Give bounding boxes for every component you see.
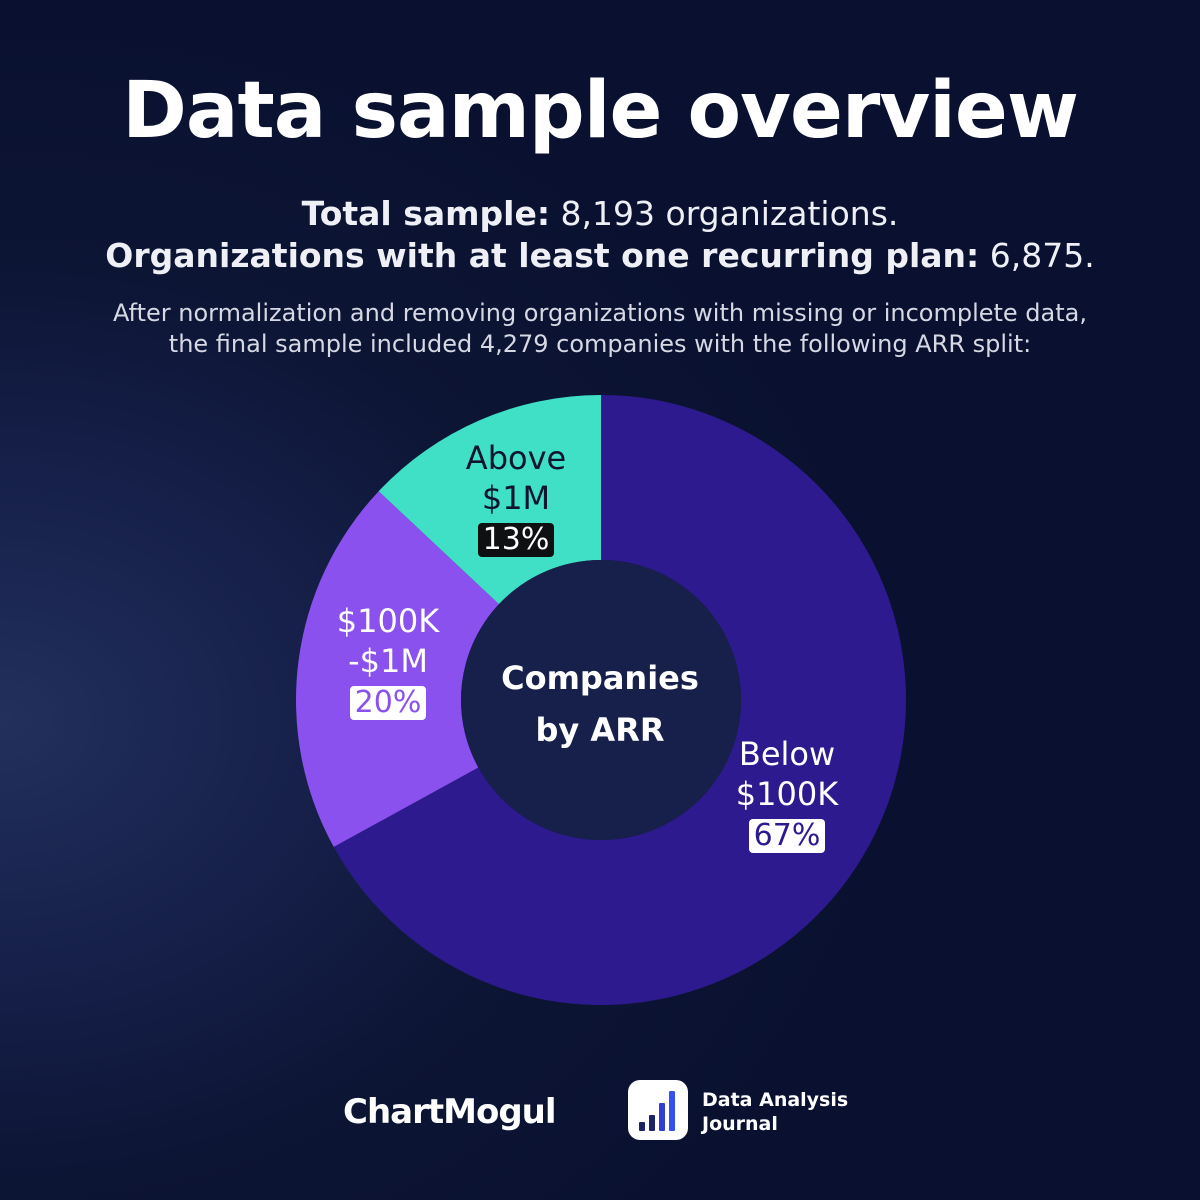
slice-label-text: $100K (336, 602, 440, 640)
center-label-line2: by ARR (535, 711, 665, 749)
daj-line1: Data Analysis (702, 1089, 849, 1111)
data-analysis-journal-logo: Data Analysis Journal (702, 1088, 848, 1136)
bar-chart-icon (628, 1080, 688, 1140)
slice-label-text: Above (465, 439, 567, 477)
chart-center-label: Companies by ARR (470, 652, 730, 756)
donut-slice-1 (296, 491, 499, 847)
slice-label-below-100k: Below $100K 67% (707, 734, 867, 854)
slice-label-text: Below (738, 735, 836, 773)
daj-line2: Journal (702, 1113, 778, 1135)
slice-percent-badge: 20% (349, 686, 427, 720)
slice-percent-badge: 67% (748, 819, 826, 853)
slice-label-100k-1m: $100K -$1M 20% (313, 601, 463, 721)
slice-label-above-1m: Above $1M 13% (436, 438, 596, 558)
chartmogul-logo: ChartMogul (343, 1092, 557, 1132)
slice-label-text: $1M (481, 479, 551, 517)
page-title: Data sample overview (122, 66, 1079, 156)
slice-percent-badge: 13% (477, 523, 555, 557)
recurring-plan-line: Organizations with at least one recurrin… (0, 236, 1200, 275)
total-sample-line: Total sample: 8,193 organizations. (0, 194, 1200, 233)
total-sample-value: 8,193 organizations. (560, 194, 899, 233)
recurring-plan-value: 6,875. (989, 236, 1095, 275)
slice-label-text: $100K (735, 775, 839, 813)
donut-hole (461, 560, 741, 840)
recurring-plan-label: Organizations with at least one recurrin… (105, 236, 980, 275)
slice-label-text: -$1M (348, 642, 428, 680)
center-label-line1: Companies (501, 659, 699, 697)
total-sample-label: Total sample: (301, 194, 551, 233)
sample-note: After normalization and removing organiz… (112, 299, 1087, 358)
